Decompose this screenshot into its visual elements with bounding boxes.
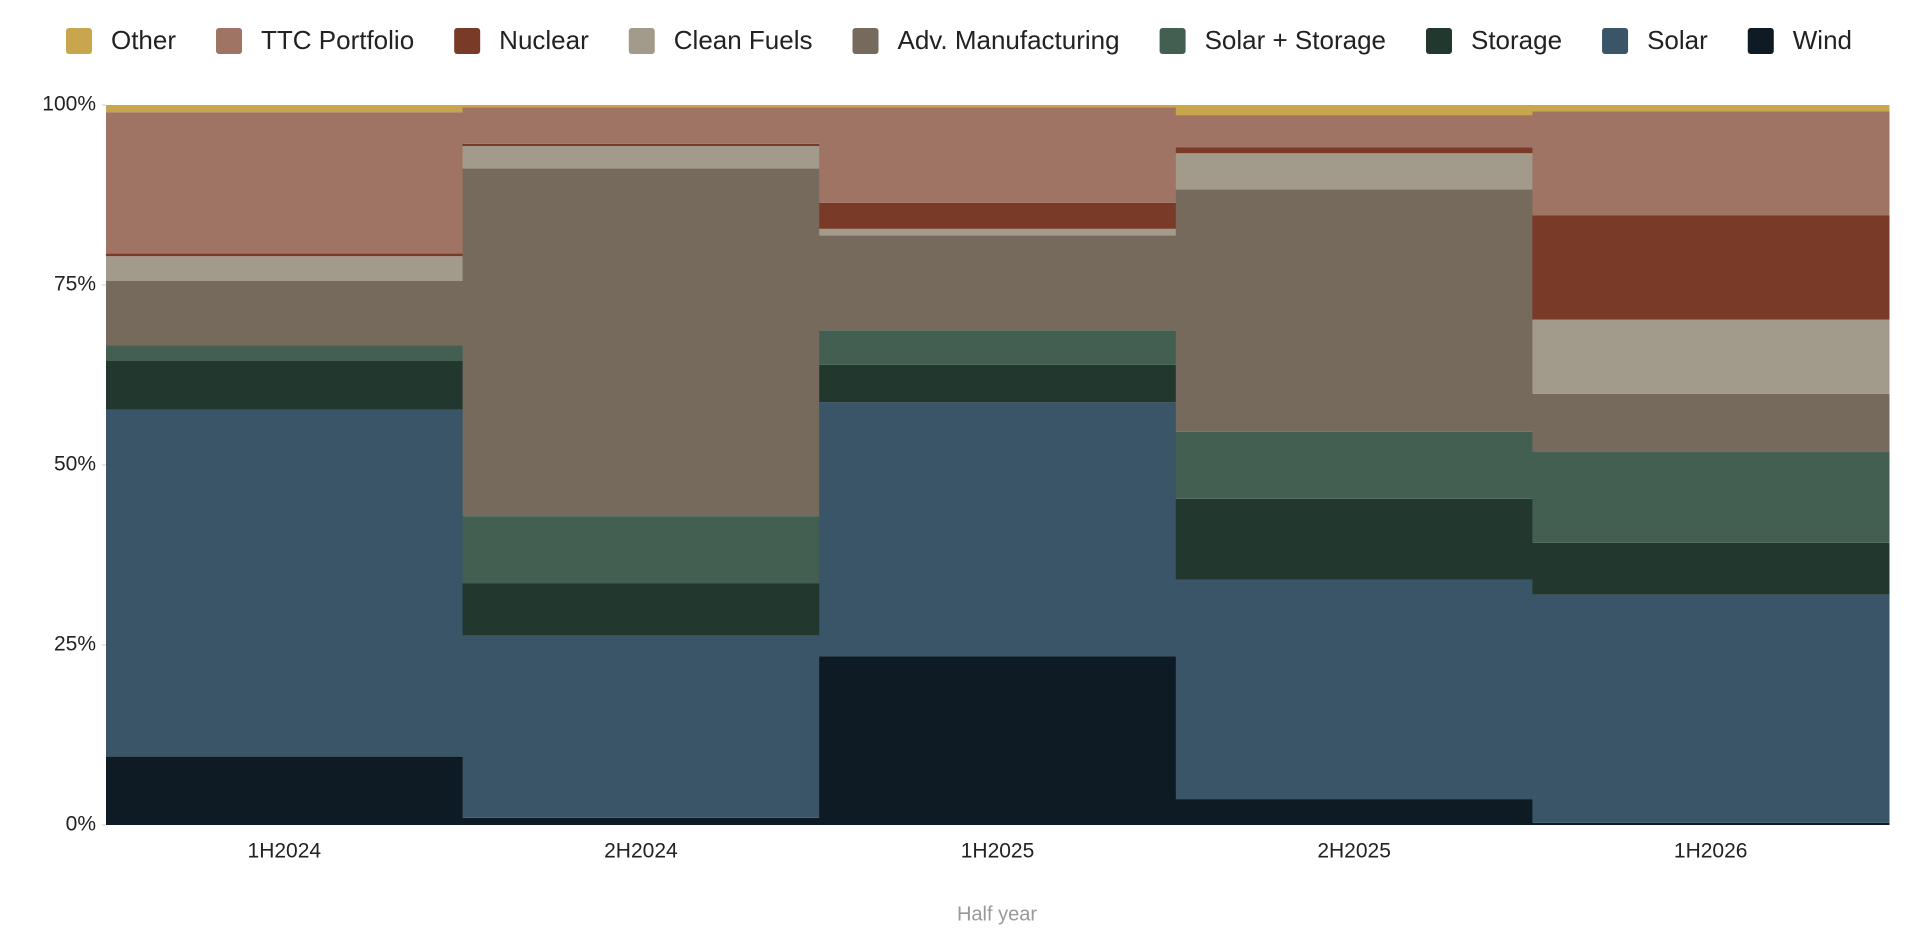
x-tick-label: 2H2025 <box>1317 840 1391 863</box>
x-tick-label: 1H2026 <box>1674 840 1748 863</box>
area-segment <box>462 168 820 517</box>
area-segment <box>819 330 1177 365</box>
area-segment <box>106 112 464 254</box>
x-axis-title: Half year <box>957 903 1037 925</box>
area-segment <box>1175 153 1533 190</box>
legend-label: Solar <box>1647 25 1708 55</box>
y-tick-label: 75% <box>54 273 96 296</box>
legend-label: Adv. Manufacturing <box>898 25 1120 55</box>
x-tick-label: 1H2025 <box>961 840 1035 863</box>
area-segment <box>462 105 820 108</box>
y-tick-label: 100% <box>42 93 96 116</box>
area-segment <box>819 107 1177 203</box>
area-segment <box>1175 105 1533 116</box>
legend: Other TTC Portfolio Nuclear Clean Fuels Adv.… <box>65 25 1852 55</box>
area-segment <box>1532 542 1890 595</box>
area-segment <box>106 756 464 825</box>
area-segment <box>1532 452 1890 543</box>
area-segment <box>462 107 820 144</box>
area-segment <box>819 364 1177 403</box>
area-segment <box>462 583 820 636</box>
area-segment <box>462 143 820 147</box>
area-segment <box>106 345 464 361</box>
area-segment <box>819 235 1177 331</box>
area-segment <box>462 635 820 818</box>
area-segment <box>1175 799 1533 825</box>
area-segment <box>1175 579 1533 800</box>
legend-swatch <box>1159 28 1186 54</box>
area-segment <box>819 105 1177 108</box>
area-segment <box>106 360 464 410</box>
area-segment <box>1532 393 1890 453</box>
area-segment <box>819 656 1177 825</box>
legend-swatch <box>1425 28 1452 54</box>
legend-label: Wind <box>1793 25 1852 55</box>
legend-label: Other <box>111 25 176 55</box>
area-segment <box>1532 594 1890 823</box>
area-segment <box>106 256 464 281</box>
legend-swatch <box>1747 28 1774 54</box>
area-segment <box>1532 215 1890 320</box>
legend-swatch <box>628 28 655 54</box>
area-segment <box>1532 105 1890 112</box>
legend-swatch <box>65 28 92 54</box>
area-segment <box>462 146 820 169</box>
legend-swatch <box>1602 28 1629 54</box>
area-segment <box>819 402 1177 657</box>
area-segment <box>1175 189 1533 432</box>
legend-label: Solar + Storage <box>1205 25 1386 55</box>
y-tick-label: 50% <box>54 453 96 476</box>
area-segment <box>1532 319 1890 394</box>
legend-label: Storage <box>1471 25 1562 55</box>
area-segment <box>1532 822 1890 825</box>
legend-label: TTC Portfolio <box>261 25 414 55</box>
x-tick-label: 2H2024 <box>604 840 678 863</box>
area-segment <box>462 516 820 584</box>
legend-swatch <box>454 28 481 54</box>
legend-swatch <box>852 28 879 54</box>
area-segment <box>106 280 464 346</box>
area-segment <box>462 817 820 825</box>
area-segment <box>819 202 1177 229</box>
area-segment <box>106 253 464 257</box>
y-tick-label: 25% <box>54 633 96 656</box>
area-segment <box>1175 498 1533 580</box>
area-segment <box>1532 111 1890 216</box>
area-segment <box>1175 431 1533 499</box>
legend-swatch <box>216 28 243 54</box>
area-segment <box>1175 115 1533 148</box>
area-segment <box>1175 147 1533 154</box>
legend-label: Nuclear <box>499 25 589 55</box>
area-segment <box>106 409 464 757</box>
legend-label: Clean Fuels <box>674 25 813 55</box>
area-segment <box>819 228 1177 236</box>
area-segment <box>106 105 464 113</box>
x-tick-label: 1H2024 <box>248 840 322 863</box>
y-tick-label: 0% <box>66 813 96 836</box>
